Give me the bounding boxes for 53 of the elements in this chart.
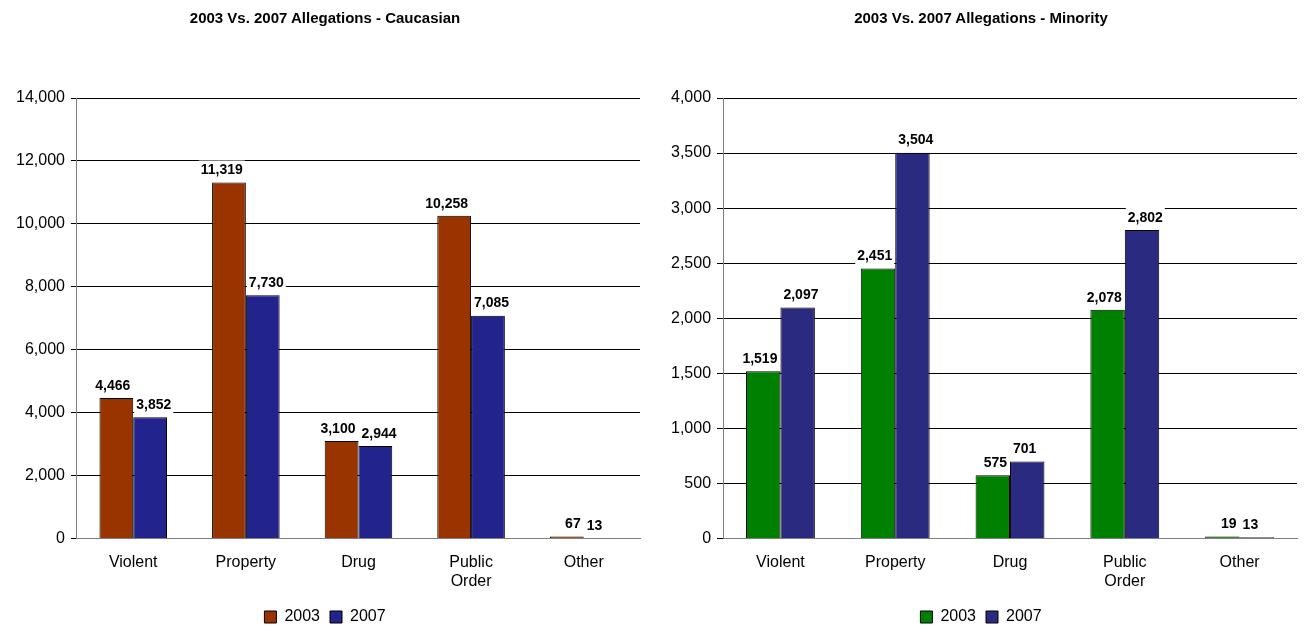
x-tick-label: Public Order <box>449 552 493 589</box>
data-label: 13 <box>586 517 603 534</box>
y-tick-label: 0 <box>56 529 66 547</box>
y-tick-label: 2,000 <box>670 308 712 326</box>
x-tick-label: Other <box>1219 552 1261 570</box>
data-label: 10,258 <box>425 194 469 211</box>
data-label: 2,097 <box>783 286 819 303</box>
x-tick-label: Drug <box>341 552 376 570</box>
y-tick-label: 3,500 <box>670 143 712 161</box>
data-label: 2,078 <box>1086 288 1123 305</box>
x-tick-label: Property <box>215 552 277 570</box>
data-label: 3,100 <box>320 419 356 436</box>
y-tick-label: 12,000 <box>16 151 66 169</box>
x-tick-label: Violent <box>756 552 806 570</box>
y-tick-label: 14,000 <box>16 88 66 106</box>
x-tick-label: Other <box>563 552 605 570</box>
y-tick-label: 8,000 <box>24 277 66 295</box>
y-tick-label: 3,000 <box>670 198 712 216</box>
data-label: 1,519 <box>742 350 778 367</box>
y-tick-label: 2,000 <box>24 466 66 484</box>
data-label: 2,451 <box>857 247 893 264</box>
y-tick-label: 500 <box>684 473 712 491</box>
legend-label: 2007 <box>1006 607 1042 625</box>
y-tick-label: 4,000 <box>24 403 66 421</box>
data-label: 13 <box>1242 516 1259 533</box>
data-label: 19 <box>1221 515 1237 532</box>
y-tick-label: 6,000 <box>24 340 66 358</box>
data-label: 701 <box>1013 440 1037 457</box>
data-label: 11,319 <box>200 161 244 178</box>
chart-title: 2003 Vs. 2007 Allegations - Minority <box>854 9 1109 27</box>
y-tick-label: 0 <box>702 529 712 547</box>
x-tick-label: Violent <box>108 552 159 570</box>
legend-label: 2003 <box>940 607 977 625</box>
x-tick-label: Property <box>864 552 926 570</box>
data-label: 575 <box>983 454 1008 471</box>
legend-label: 2003 <box>284 607 321 625</box>
data-label: 7,085 <box>474 294 510 311</box>
x-tick-label: Drug <box>992 552 1028 570</box>
data-label: 4,466 <box>95 376 131 393</box>
data-label: 3,504 <box>898 131 934 148</box>
data-label: 7,730 <box>248 274 285 291</box>
legend-label: 2007 <box>350 607 386 625</box>
data-label: 67 <box>565 515 581 532</box>
y-tick-label: 4,000 <box>670 88 712 106</box>
y-tick-label: 2,500 <box>670 253 712 271</box>
data-label: 2,944 <box>361 424 397 441</box>
y-tick-label: 1,000 <box>670 418 712 436</box>
data-label: 2,802 <box>1127 208 1164 225</box>
x-tick-label: Public Order <box>1103 552 1147 589</box>
y-tick-label: 1,500 <box>670 363 712 381</box>
data-label: 3,852 <box>136 396 172 413</box>
chart-title: 2003 Vs. 2007 Allegations - Caucasian <box>189 9 461 27</box>
y-tick-label: 10,000 <box>16 214 66 232</box>
